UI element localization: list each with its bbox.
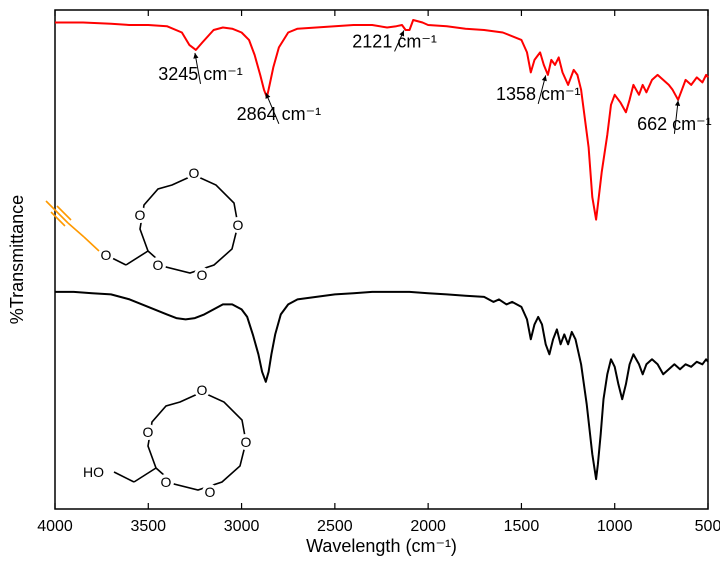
oxygen-atom: O — [189, 165, 200, 181]
x-tick-label: 1000 — [597, 518, 633, 535]
chart-container: 4000 3500 3000 2500 2000 1500 1000 500 Wavelengt… — [0, 0, 720, 564]
ir-spectrum-chart: 4000 3500 3000 2500 2000 1500 1000 500 Wavelengt… — [0, 0, 720, 564]
annot-label: 1358 cm⁻¹ — [496, 84, 581, 104]
chart-bg — [0, 0, 720, 564]
x-tick-label: 4000 — [37, 518, 73, 535]
x-tick-label: 500 — [695, 518, 720, 535]
annot-label: 2121 cm⁻¹ — [352, 31, 437, 51]
x-tick-label: 3000 — [224, 518, 260, 535]
x-tick-label: 3500 — [130, 518, 166, 535]
annot-label: 3245 cm⁻¹ — [158, 64, 243, 84]
x-tick-label: 2000 — [410, 518, 446, 535]
oxygen-atom: O — [161, 474, 172, 490]
oxygen-atom: O — [205, 484, 216, 500]
oxygen-atom: O — [153, 257, 164, 273]
oxygen-atom: O — [233, 217, 244, 233]
oxygen-atom: O — [197, 382, 208, 398]
annot-label: 662 cm⁻¹ — [637, 114, 712, 134]
annot-label: 2864 cm⁻¹ — [237, 104, 322, 124]
x-tick-label: 1500 — [504, 518, 540, 535]
oxygen-atom: O — [143, 424, 154, 440]
hydroxyl-label: HO — [83, 464, 104, 480]
y-axis-label: %Transmittance — [7, 195, 27, 324]
oxygen-atom: O — [101, 247, 112, 263]
oxygen-atom: O — [197, 267, 208, 283]
x-axis-label: Wavelength (cm⁻¹) — [306, 536, 457, 556]
oxygen-atom: O — [241, 434, 252, 450]
x-tick-label: 2500 — [317, 518, 353, 535]
oxygen-atom: O — [135, 207, 146, 223]
